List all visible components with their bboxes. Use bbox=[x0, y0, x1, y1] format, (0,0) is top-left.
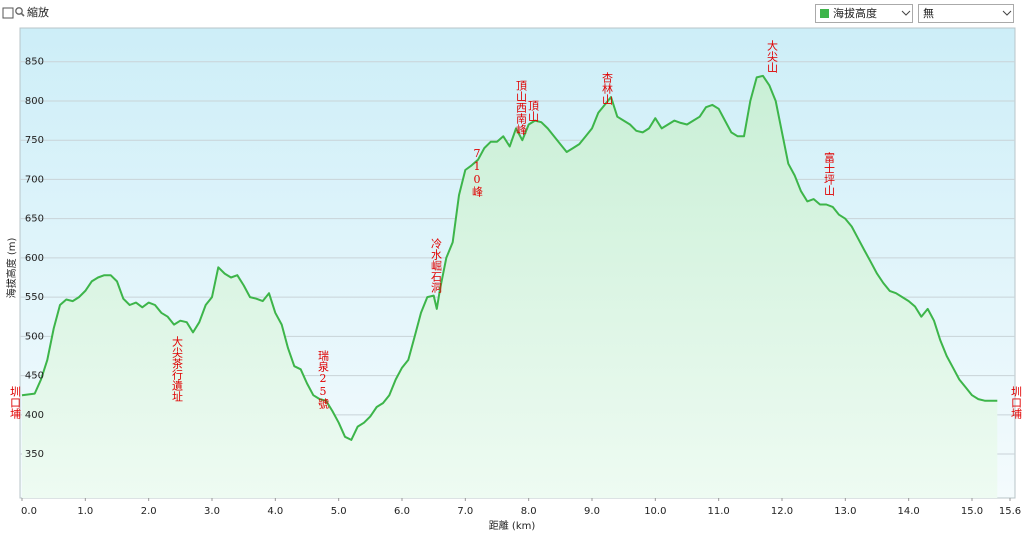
x-tick-label: 14.0 bbox=[898, 506, 920, 517]
y-tick-label: 750 bbox=[25, 135, 44, 146]
y-tick-label: 700 bbox=[25, 174, 44, 185]
y-tick-label: 350 bbox=[25, 449, 44, 460]
x-tick-label: 13.0 bbox=[834, 506, 856, 517]
metric-select[interactable] bbox=[815, 4, 913, 23]
x-tick-label: 15.0 bbox=[961, 506, 983, 517]
peak-annotation: 圳口埔 bbox=[1010, 386, 1023, 419]
dropdown-arrow bbox=[901, 10, 911, 16]
x-axis-label: 距離 (km) bbox=[489, 519, 536, 532]
peak-annotation: 圳口埔 bbox=[9, 386, 22, 419]
y-tick-label: 850 bbox=[25, 57, 44, 68]
x-tick-label: 15.6 bbox=[999, 506, 1021, 517]
area bbox=[22, 75, 998, 499]
x-tick-label: 9.0 bbox=[584, 506, 600, 517]
peak-annotation: 頂山西南峰 bbox=[515, 80, 528, 135]
zoom-label: 縮放 bbox=[27, 5, 49, 19]
peak-annotation: 杏林山 bbox=[601, 72, 614, 105]
x-tick-label: 12.0 bbox=[771, 506, 793, 517]
y-tick-label: 800 bbox=[25, 96, 44, 107]
zoom-icon bbox=[15, 7, 23, 15]
peak-annotation: 瑞泉25號 bbox=[317, 349, 330, 410]
y-tick-label: 400 bbox=[25, 410, 44, 421]
peak-annotation: 大尖山 bbox=[766, 39, 779, 73]
zoom-icon-handle bbox=[20, 12, 25, 17]
x-tick-label: 4.0 bbox=[267, 506, 283, 517]
peak-annotation: 冷水崛石洞 bbox=[430, 238, 443, 293]
dropdown-arrow bbox=[1002, 10, 1012, 16]
x-tick-label: 10.0 bbox=[644, 506, 666, 517]
y-tick-label: 550 bbox=[25, 292, 44, 303]
y-tick-label: 600 bbox=[25, 253, 44, 264]
x-tick-label: 3.0 bbox=[204, 506, 220, 517]
metric-select-text: 海拔高度 bbox=[833, 6, 877, 20]
peak-annotation: 頂山 bbox=[527, 100, 540, 122]
zoom-checkbox[interactable] bbox=[2, 7, 14, 19]
x-tick-label: 6.0 bbox=[394, 506, 410, 517]
overlay-select-text: 無 bbox=[923, 6, 934, 20]
elevation-line bbox=[21, 74, 998, 441]
overlay-select[interactable] bbox=[918, 4, 1014, 23]
x-tick-label: 5.0 bbox=[331, 506, 347, 517]
y-tick-label: 500 bbox=[25, 331, 44, 342]
x-tick-label: 11.0 bbox=[708, 506, 730, 517]
y-tick-label: 650 bbox=[25, 214, 44, 225]
y-axis-label: 海拔高度 (m) bbox=[5, 238, 18, 299]
metric-swatch bbox=[820, 9, 829, 18]
x-tick-label: 2.0 bbox=[141, 506, 157, 517]
peak-annotation: 大尖茶行遺址 bbox=[171, 335, 184, 402]
x-tick-label: 0.0 bbox=[21, 506, 37, 517]
y-tick-label: 450 bbox=[25, 371, 44, 382]
peak-annotation: 富士坪山 bbox=[823, 151, 836, 196]
x-tick-label: 8.0 bbox=[521, 506, 537, 517]
peak-annotation: 710峰 bbox=[471, 147, 484, 197]
x-tick-label: 1.0 bbox=[77, 506, 93, 517]
x-tick-label: 7.0 bbox=[457, 506, 473, 517]
